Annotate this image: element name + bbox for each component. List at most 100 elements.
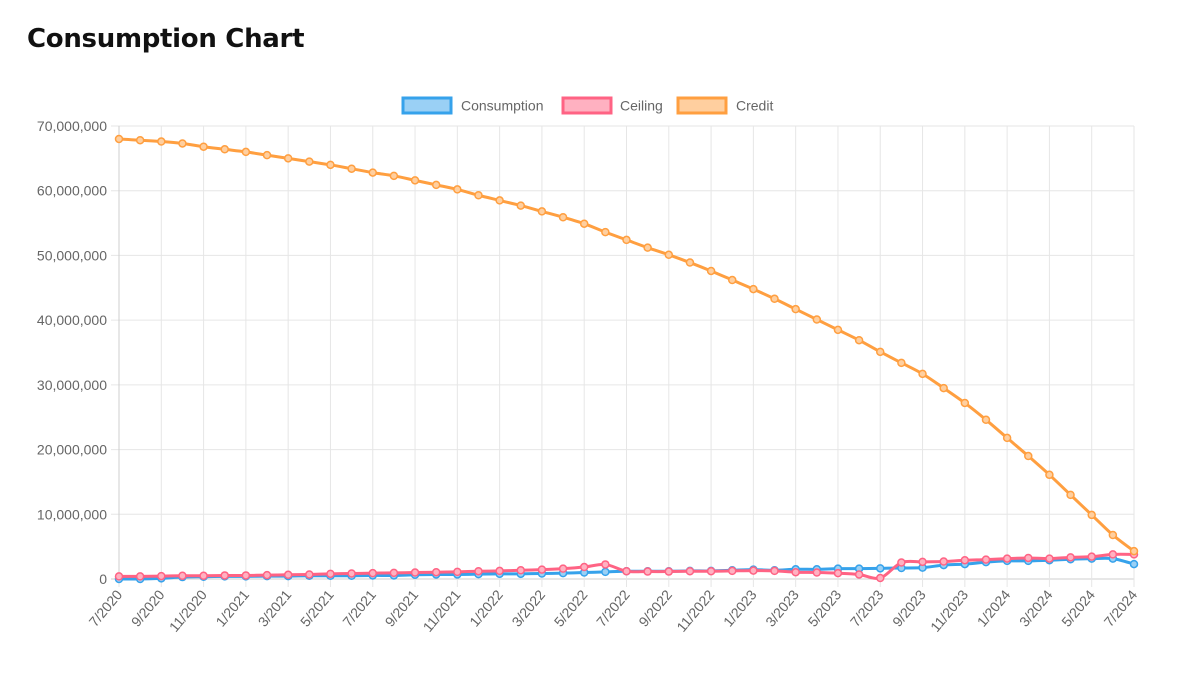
data-point-ceiling[interactable] (135, 572, 145, 581)
data-point-ceiling[interactable] (114, 572, 124, 581)
data-point-ceiling[interactable] (622, 566, 631, 576)
data-point-consumption[interactable] (1129, 559, 1139, 569)
data-point-credit[interactable] (664, 250, 674, 260)
data-point-credit[interactable] (431, 180, 441, 190)
data-point-credit[interactable] (516, 201, 526, 210)
data-point-ceiling[interactable] (749, 566, 758, 575)
data-point-ceiling[interactable] (876, 573, 885, 583)
data-point-credit[interactable] (262, 150, 272, 160)
data-point-credit[interactable] (601, 227, 610, 237)
data-point-credit[interactable] (643, 243, 652, 252)
data-point-ceiling[interactable] (220, 571, 229, 580)
data-point-ceiling[interactable] (685, 566, 695, 576)
data-point-ceiling[interactable] (389, 568, 399, 578)
data-point-ceiling[interactable] (833, 568, 843, 578)
data-point-credit[interactable] (1087, 510, 1096, 520)
data-point-credit[interactable] (114, 134, 124, 144)
data-point-ceiling[interactable] (791, 567, 800, 577)
data-point-credit[interactable] (558, 212, 568, 222)
data-point-credit[interactable] (135, 135, 145, 145)
data-point-ceiling[interactable] (305, 570, 314, 579)
data-point-ceiling[interactable] (262, 570, 272, 580)
data-point-credit[interactable] (347, 164, 356, 173)
data-point-ceiling[interactable] (854, 570, 864, 579)
data-point-credit[interactable] (897, 358, 906, 368)
data-point-credit[interactable] (410, 176, 420, 185)
data-point-credit[interactable] (326, 160, 335, 170)
data-point-credit[interactable] (1066, 490, 1075, 500)
data-point-credit[interactable] (749, 284, 758, 294)
legend-item-consumption[interactable]: Consumption (401, 96, 544, 115)
data-point-ceiling[interactable] (1087, 552, 1096, 561)
data-point-ceiling[interactable] (1024, 553, 1033, 563)
data-point-ceiling[interactable] (939, 557, 948, 566)
data-point-credit[interactable] (1002, 433, 1012, 443)
data-point-ceiling[interactable] (326, 569, 335, 579)
data-point-ceiling[interactable] (537, 565, 547, 574)
data-point-ceiling[interactable] (812, 568, 822, 577)
data-point-ceiling[interactable] (283, 570, 293, 580)
data-point-credit[interactable] (178, 139, 187, 148)
data-point-ceiling[interactable] (1002, 554, 1012, 563)
data-point-credit[interactable] (727, 275, 737, 285)
data-point-ceiling[interactable] (1045, 554, 1054, 563)
data-point-consumption[interactable] (601, 567, 610, 577)
data-point-credit[interactable] (685, 258, 695, 267)
data-point-credit[interactable] (453, 185, 462, 194)
data-point-ceiling[interactable] (453, 567, 462, 577)
data-point-credit[interactable] (389, 171, 399, 181)
data-point-credit[interactable] (981, 415, 991, 425)
data-point-credit[interactable] (241, 147, 251, 157)
data-point-ceiling[interactable] (178, 571, 187, 581)
data-point-credit[interactable] (495, 196, 504, 205)
data-point-credit[interactable] (960, 398, 970, 408)
data-point-ceiling[interactable] (368, 568, 377, 578)
data-point-ceiling[interactable] (1108, 550, 1118, 559)
data-point-ceiling[interactable] (431, 567, 441, 577)
data-point-ceiling[interactable] (770, 566, 779, 576)
data-point-ceiling[interactable] (495, 566, 504, 576)
data-point-ceiling[interactable] (643, 567, 652, 576)
data-point-ceiling[interactable] (1066, 553, 1075, 562)
data-point-credit[interactable] (1129, 546, 1139, 556)
data-point-ceiling[interactable] (918, 557, 927, 567)
data-point-ceiling[interactable] (981, 555, 991, 564)
data-point-credit[interactable] (939, 383, 948, 393)
data-point-ceiling[interactable] (579, 562, 589, 572)
legend-item-credit[interactable]: Credit (676, 96, 773, 115)
data-point-credit[interactable] (706, 266, 716, 276)
data-point-credit[interactable] (876, 347, 885, 357)
data-point-consumption[interactable] (876, 564, 885, 573)
data-point-ceiling[interactable] (601, 560, 610, 569)
data-point-ceiling[interactable] (706, 566, 716, 576)
data-point-ceiling[interactable] (199, 571, 208, 581)
data-point-credit[interactable] (1045, 470, 1054, 480)
data-point-credit[interactable] (537, 207, 547, 216)
legend-item-ceiling[interactable]: Ceiling (561, 96, 663, 115)
data-point-ceiling[interactable] (516, 566, 526, 575)
data-point-credit[interactable] (305, 157, 314, 166)
data-point-ceiling[interactable] (558, 564, 568, 573)
data-point-credit[interactable] (157, 137, 166, 146)
data-point-ceiling[interactable] (897, 558, 906, 567)
data-point-ceiling[interactable] (960, 555, 970, 565)
data-point-credit[interactable] (812, 315, 822, 324)
data-point-credit[interactable] (918, 369, 927, 379)
data-point-credit[interactable] (770, 294, 779, 304)
data-point-credit[interactable] (1108, 530, 1118, 540)
data-point-credit[interactable] (854, 335, 864, 345)
data-point-credit[interactable] (199, 142, 208, 151)
data-point-ceiling[interactable] (474, 566, 483, 576)
data-point-credit[interactable] (791, 304, 800, 314)
data-point-credit[interactable] (1024, 451, 1033, 461)
data-point-ceiling[interactable] (727, 566, 737, 576)
data-point-ceiling[interactable] (410, 568, 420, 577)
data-point-ceiling[interactable] (347, 569, 356, 578)
data-point-credit[interactable] (622, 235, 631, 245)
data-point-credit[interactable] (474, 190, 483, 200)
data-point-credit[interactable] (220, 145, 229, 154)
data-point-credit[interactable] (579, 219, 589, 228)
data-point-credit[interactable] (283, 154, 293, 163)
data-point-ceiling[interactable] (241, 571, 251, 580)
data-point-ceiling[interactable] (157, 571, 166, 581)
